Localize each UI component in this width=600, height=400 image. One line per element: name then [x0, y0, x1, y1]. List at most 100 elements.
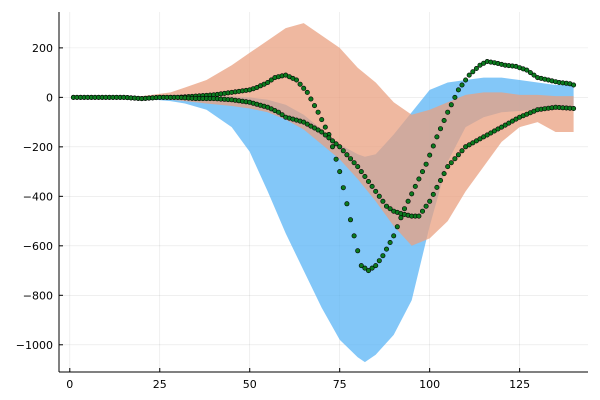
data-point	[445, 109, 451, 115]
data-point	[308, 96, 314, 102]
data-point	[398, 215, 404, 221]
data-point	[337, 144, 343, 150]
data-point	[351, 160, 357, 166]
series-2	[70, 94, 577, 219]
data-point	[297, 81, 303, 87]
x-tick-label: 50	[243, 378, 257, 391]
data-point	[463, 77, 469, 83]
data-point	[380, 253, 386, 259]
x-tick-label: 0	[66, 378, 73, 391]
data-point	[333, 141, 339, 147]
data-point	[362, 174, 368, 180]
data-point	[470, 69, 476, 75]
data-point	[376, 258, 382, 264]
data-point	[383, 246, 389, 252]
data-point	[441, 171, 447, 177]
data-point	[365, 179, 371, 185]
data-point	[362, 265, 368, 271]
data-point	[448, 102, 454, 108]
data-point	[571, 106, 577, 112]
data-point	[358, 169, 364, 175]
data-point	[452, 94, 458, 100]
y-tick-label: −400	[23, 190, 53, 203]
data-point	[268, 77, 274, 83]
data-point	[401, 206, 407, 212]
data-point	[355, 164, 361, 170]
data-point	[423, 161, 429, 167]
x-tick-label: 100	[419, 378, 440, 391]
data-point	[351, 233, 357, 239]
data-point	[434, 134, 440, 140]
data-point	[329, 144, 335, 150]
data-point	[419, 208, 425, 214]
data-point	[412, 183, 418, 189]
data-point	[430, 143, 436, 149]
data-point	[319, 117, 325, 123]
data-point	[279, 112, 285, 118]
data-point	[405, 198, 411, 204]
y-tick-label: 200	[32, 42, 53, 55]
data-point	[311, 103, 317, 109]
data-point	[329, 138, 335, 144]
x-tick-label: 75	[333, 378, 347, 391]
data-point	[304, 89, 310, 95]
data-point	[459, 148, 465, 154]
data-point	[455, 152, 461, 158]
data-point	[437, 126, 443, 132]
data-point	[445, 164, 451, 170]
y-tick-label: −800	[23, 289, 53, 302]
data-point	[459, 82, 465, 88]
data-point	[452, 156, 458, 162]
data-point	[376, 193, 382, 199]
data-point	[416, 176, 422, 182]
data-point	[358, 263, 364, 269]
data-point	[427, 198, 433, 204]
data-point	[383, 203, 389, 209]
data-point	[369, 265, 375, 271]
data-point	[387, 240, 393, 246]
confidence-bands	[73, 23, 574, 363]
data-point	[265, 80, 271, 86]
data-point	[344, 152, 350, 158]
data-point	[441, 118, 447, 124]
axes: 0 25 50 75 100 125 200 0 −200 −400 −600 −800 −1000	[16, 12, 588, 391]
data-point	[322, 124, 328, 130]
data-point	[340, 148, 346, 154]
data-point	[527, 70, 533, 76]
data-point	[394, 224, 400, 230]
data-point	[434, 184, 440, 190]
data-point	[409, 191, 415, 197]
data-point	[437, 178, 443, 184]
data-point	[326, 135, 332, 141]
data-point	[355, 248, 361, 254]
data-point	[524, 67, 530, 73]
data-point	[473, 66, 479, 72]
y-tick-label: −600	[23, 240, 53, 253]
data-point	[275, 109, 281, 115]
data-point	[391, 233, 397, 239]
data-point	[455, 87, 461, 93]
data-point	[416, 213, 422, 219]
data-point	[347, 217, 353, 223]
data-point	[448, 160, 454, 166]
data-point	[301, 85, 307, 91]
x-tick-label: 125	[509, 378, 530, 391]
y-tick-label: 0	[46, 91, 53, 104]
data-point	[319, 129, 325, 135]
data-point	[373, 263, 379, 269]
data-point	[315, 109, 321, 115]
data-point	[322, 132, 328, 138]
marker-series	[70, 58, 577, 274]
data-point	[466, 72, 472, 78]
data-point	[419, 169, 425, 175]
data-point	[365, 268, 371, 274]
x-tick-label: 25	[153, 378, 167, 391]
data-point	[531, 72, 537, 78]
data-point	[337, 169, 343, 175]
data-point	[373, 188, 379, 194]
data-point	[347, 156, 353, 162]
data-point	[344, 201, 350, 207]
data-point	[293, 77, 299, 83]
